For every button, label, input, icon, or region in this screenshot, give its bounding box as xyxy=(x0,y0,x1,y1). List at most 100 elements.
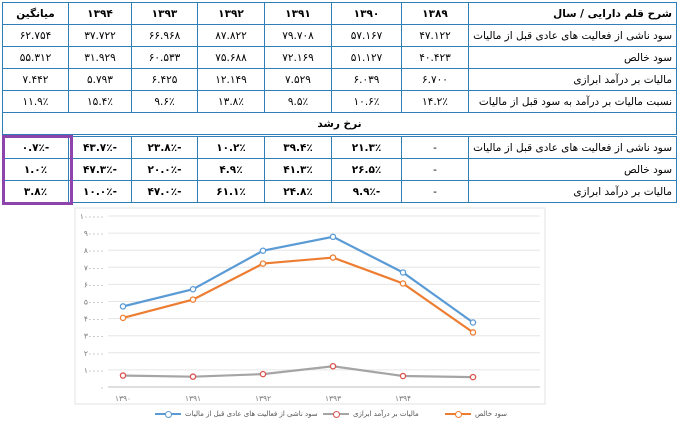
table-cell: ۶۶.۹۶۸ xyxy=(131,24,198,47)
y-tick-label: ۳۰۰۰۰ xyxy=(84,332,104,341)
growth-cell: ۴.۹٪ xyxy=(197,158,265,181)
growth-cell: - xyxy=(401,134,469,159)
legend-label: مالیات بر درآمد ابرازی xyxy=(353,410,419,418)
table-cell: ۷۲.۱۶۹ xyxy=(264,46,332,69)
x-tick-label: ۱۳۹۱ xyxy=(185,394,201,403)
growth-cell: - xyxy=(401,158,469,181)
header-average: میانگین xyxy=(2,2,69,25)
table-row: سود خالص ۴۰.۴۲۳ ۵۱.۱۲۷ ۷۲.۱۶۹ ۷۵.۶۸۸ ۶۰.… xyxy=(2,46,677,69)
table-cell: ۷.۵۲۹ xyxy=(264,68,332,91)
data-point xyxy=(259,370,267,378)
legend-item-income-tax: مالیات بر درآمد ابرازی xyxy=(323,410,419,418)
y-tick-label: ۵۰۰۰۰ xyxy=(84,298,104,307)
growth-row: مالیات بر درآمد ابرازی - -۹.۹٪ ۲۴.۸٪ ۶۱.… xyxy=(2,180,677,203)
row-label: سود خالص xyxy=(468,158,677,181)
data-point xyxy=(329,362,337,370)
data-point xyxy=(259,247,267,254)
x-tick-label: ۱۳۹۴ xyxy=(395,394,411,403)
growth-cell: -۴۷.۳٪ xyxy=(68,158,132,181)
growth-cell: -۱۰.۰٪ xyxy=(68,180,132,203)
header-year-1394: ۱۳۹۴ xyxy=(68,2,132,25)
legend-swatch-orange xyxy=(445,410,471,418)
growth-cell: ۳.۸٪ xyxy=(2,180,69,203)
table-cell: ۶.۷۰۰ xyxy=(401,68,469,91)
table-cell: ۷.۴۴۲ xyxy=(2,68,69,91)
data-point xyxy=(119,314,127,322)
y-tick-label: ۲۰۰۰۰ xyxy=(84,349,104,358)
growth-cell: ۲۱.۳٪ xyxy=(331,134,402,159)
table-cell: ۱۰.۶٪ xyxy=(331,90,402,113)
table-header-row: شرح قلم دارایی / سال ۱۳۸۹ ۱۳۹۰ ۱۳۹۱ ۱۳۹۲… xyxy=(2,2,677,25)
data-point xyxy=(329,254,337,261)
table-cell: ۶۲.۷۵۴ xyxy=(2,24,69,47)
header-year-1390: ۱۳۹۰ xyxy=(331,2,402,25)
data-point xyxy=(119,372,127,379)
y-tick-label: ۴۰۰۰۰ xyxy=(84,315,104,324)
table-cell: ۱۴.۲٪ xyxy=(401,90,469,113)
data-point xyxy=(399,269,407,276)
chart-legend: سود ناشی از فعالیت های عادی قبل از مالیا… xyxy=(155,410,575,424)
growth-cell: ۶۱.۱٪ xyxy=(197,180,265,203)
growth-row: سود خالص - ۲۶.۵٪ ۴۱.۳٪ ۴.۹٪ -۲۰.۰٪ -۴۷.۳… xyxy=(2,158,677,181)
table-cell: ۱۵.۴٪ xyxy=(68,90,132,113)
growth-cell: -۰.۷٪ xyxy=(2,134,69,159)
table-cell: ۴۰.۴۲۳ xyxy=(401,46,469,69)
header-asset-label: شرح قلم دارایی / سال xyxy=(468,2,677,25)
row-label: مالیات بر درآمد ابرازی xyxy=(468,180,677,203)
growth-cell: -۲۳.۸٪ xyxy=(131,134,198,159)
table-cell: ۶.۴۲۵ xyxy=(131,68,198,91)
row-label: سود ناشی از فعالیت های عادی قبل از مالیا… xyxy=(468,24,677,47)
line-chart: ۰ ۱۰۰۰۰ ۲۰۰۰۰ ۳۰۰۰۰ ۴۰۰۰۰ ۵۰۰۰۰ ۶۰۰۰۰ ۷۰۰۰۰ ۸۰۰۰… xyxy=(74,207,546,405)
table-cell: ۷۵.۶۸۸ xyxy=(197,46,265,69)
table-cell: ۱۱.۹٪ xyxy=(2,90,69,113)
series-line-1 xyxy=(122,365,474,379)
growth-cell: ۴۱.۳٪ xyxy=(264,158,332,181)
row-label: نسبت مالیات بر درآمد به سود قبل از مالیا… xyxy=(468,90,677,113)
legend-item-net-profit: سود خالص xyxy=(445,410,507,418)
data-point xyxy=(469,373,477,381)
growth-cell: ۱.۰٪ xyxy=(2,158,69,181)
legend-swatch-gray xyxy=(323,410,349,418)
row-label: سود ناشی از فعالیت های عادی قبل از مالیا… xyxy=(468,134,677,159)
table-cell: ۶.۰۳۹ xyxy=(331,68,402,91)
data-point xyxy=(399,372,407,380)
legend-label: سود ناشی از فعالیت های عادی قبل از مالیا… xyxy=(185,410,318,418)
data-point xyxy=(329,233,337,241)
legend-swatch-blue xyxy=(155,410,181,418)
legend-label: سود خالص xyxy=(475,410,507,418)
y-tick-label: ۱۰۰۰۰۰ xyxy=(80,212,104,221)
header-year-1393: ۱۳۹۳ xyxy=(131,2,198,25)
growth-cell: -۹.۹٪ xyxy=(331,180,402,203)
data-point xyxy=(119,303,127,310)
table-cell: ۹.۶٪ xyxy=(131,90,198,113)
growth-row: سود ناشی از فعالیت های عادی قبل از مالیا… xyxy=(2,134,677,159)
series-line-0 xyxy=(122,235,474,324)
header-year-1392: ۱۳۹۲ xyxy=(197,2,265,25)
table-cell: ۵۵.۳۱۲ xyxy=(2,46,69,69)
growth-cell: ۲۶.۵٪ xyxy=(331,158,402,181)
header-year-1389: ۱۳۸۹ xyxy=(401,2,469,25)
growth-section-title: نرخ رشد xyxy=(2,112,677,136)
x-tick-label: ۱۳۹۰ xyxy=(115,394,131,403)
table-cell: ۱۲.۱۴۹ xyxy=(197,68,265,91)
data-point xyxy=(189,296,197,303)
y-tick-label: ۷۰۰۰۰ xyxy=(84,263,104,272)
growth-cell: ۲۴.۸٪ xyxy=(264,180,332,203)
y-tick-label: ۸۰۰۰۰ xyxy=(84,246,104,255)
growth-cell: - xyxy=(401,180,469,203)
data-point xyxy=(189,373,197,380)
row-label: مالیات بر درآمد ابرازی xyxy=(468,68,677,91)
series-line-2 xyxy=(122,256,474,334)
table-cell: ۶۰.۵۳۳ xyxy=(131,46,198,69)
growth-cell: ۱۰.۲٪ xyxy=(197,134,265,159)
growth-section-row: نرخ رشد xyxy=(2,112,677,136)
growth-cell: -۴۳.۷٪ xyxy=(68,134,132,159)
growth-cell: -۲۰.۰٪ xyxy=(131,158,198,181)
financial-table: شرح قلم دارایی / سال ۱۳۸۹ ۱۳۹۰ ۱۳۹۱ ۱۳۹۲… xyxy=(2,2,677,203)
table-cell: ۸۷.۸۲۲ xyxy=(197,24,265,47)
table-row: سود ناشی از فعالیت های عادی قبل از مالیا… xyxy=(2,24,677,47)
table-row: نسبت مالیات بر درآمد به سود قبل از مالیا… xyxy=(2,90,677,113)
table-cell: ۵۷.۱۶۷ xyxy=(331,24,402,47)
table-row: مالیات بر درآمد ابرازی ۶.۷۰۰ ۶.۰۳۹ ۷.۵۲۹… xyxy=(2,68,677,91)
table-cell: ۱۳.۸٪ xyxy=(197,90,265,113)
